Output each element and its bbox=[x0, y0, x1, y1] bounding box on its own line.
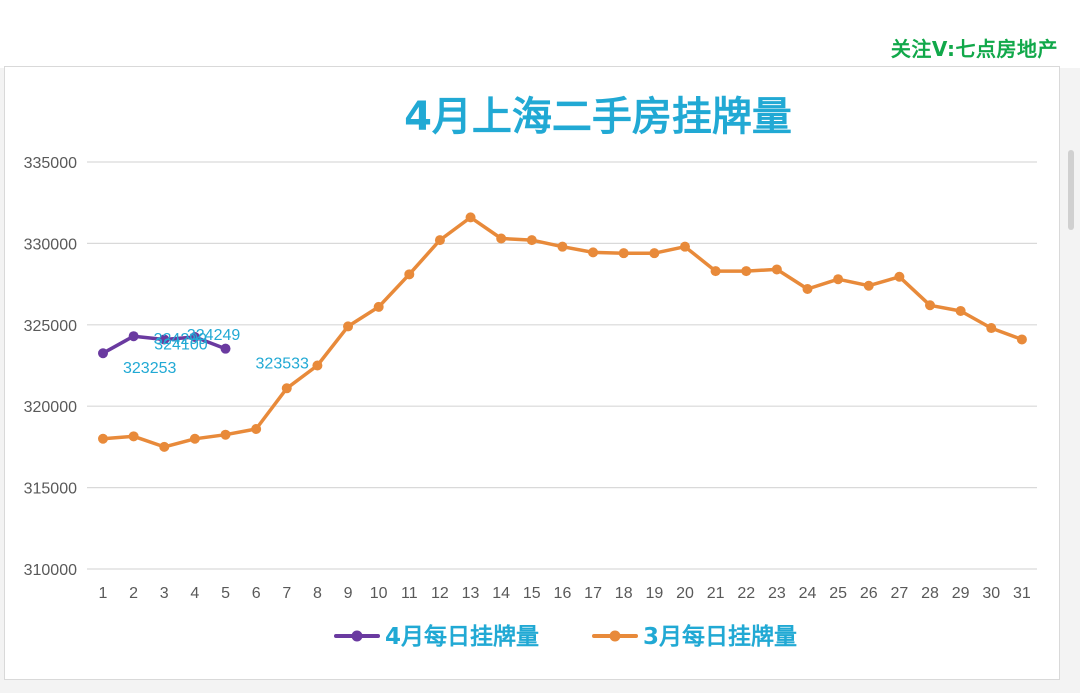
x-tick-label: 18 bbox=[615, 585, 633, 602]
y-tick-label: 325000 bbox=[24, 318, 77, 335]
gridlines bbox=[87, 161, 1037, 570]
scroll-indicator bbox=[1068, 150, 1074, 230]
y-tick-label: 320000 bbox=[24, 399, 77, 416]
x-tick-label: 25 bbox=[829, 585, 847, 602]
data-point bbox=[465, 212, 476, 223]
data-point bbox=[833, 274, 844, 285]
data-point bbox=[618, 248, 629, 259]
legend-label: 4月每日挂牌量 bbox=[385, 623, 539, 650]
data-point bbox=[373, 301, 384, 312]
data-point bbox=[220, 343, 231, 354]
x-tick-label: 4 bbox=[190, 585, 199, 602]
x-tick-label: 1 bbox=[99, 585, 108, 602]
data-point bbox=[312, 360, 323, 371]
x-tick-label: 22 bbox=[737, 585, 755, 602]
y-axis-ticks: 310000 315000 320000 325000 330000 335000 bbox=[24, 155, 77, 579]
x-tick-label: 17 bbox=[584, 585, 602, 602]
x-tick-label: 15 bbox=[523, 585, 541, 602]
data-point bbox=[649, 248, 660, 259]
y-tick-label: 330000 bbox=[24, 236, 77, 253]
data-point bbox=[557, 241, 568, 252]
data-point bbox=[128, 331, 139, 342]
top-strip bbox=[0, 0, 1080, 68]
data-point bbox=[802, 283, 813, 294]
data-point bbox=[679, 241, 690, 252]
data-point bbox=[220, 429, 231, 440]
x-tick-label: 19 bbox=[645, 585, 663, 602]
x-tick-label: 27 bbox=[890, 585, 908, 602]
data-point bbox=[710, 266, 721, 277]
data-point bbox=[496, 233, 507, 244]
data-label: 323533 bbox=[256, 356, 309, 373]
data-point bbox=[1016, 334, 1027, 345]
x-tick-label: 2 bbox=[129, 585, 138, 602]
x-tick-label: 16 bbox=[554, 585, 572, 602]
data-point bbox=[343, 321, 354, 332]
data-point bbox=[986, 323, 997, 334]
y-tick-label: 335000 bbox=[24, 155, 77, 172]
x-tick-label: 31 bbox=[1013, 585, 1031, 602]
x-tick-label: 8 bbox=[313, 585, 322, 602]
chart-title: 4月上海二手房挂牌量 bbox=[404, 94, 792, 140]
x-tick-label: 24 bbox=[799, 585, 817, 602]
x-tick-label: 14 bbox=[492, 585, 510, 602]
data-point bbox=[98, 433, 108, 444]
data-point bbox=[281, 383, 292, 394]
watermark-text: 关注V:七点房地产 bbox=[890, 37, 1058, 61]
data-point bbox=[894, 271, 905, 282]
data-point bbox=[128, 431, 139, 442]
x-tick-label: 5 bbox=[221, 585, 230, 602]
data-point bbox=[925, 300, 936, 311]
x-tick-label: 10 bbox=[370, 585, 388, 602]
data-point bbox=[771, 264, 782, 275]
data-label: 324100 bbox=[154, 336, 207, 353]
data-point bbox=[159, 441, 170, 452]
data-label: 323253 bbox=[123, 360, 176, 377]
x-tick-label: 26 bbox=[860, 585, 878, 602]
x-tick-label: 29 bbox=[952, 585, 970, 602]
x-tick-label: 3 bbox=[160, 585, 169, 602]
legend-label: 3月每日挂牌量 bbox=[643, 623, 797, 650]
x-tick-label: 20 bbox=[676, 585, 694, 602]
data-point bbox=[189, 332, 200, 343]
x-tick-label: 11 bbox=[401, 585, 418, 602]
data-point bbox=[526, 235, 537, 246]
data-point bbox=[863, 280, 874, 291]
legend-marker bbox=[351, 630, 363, 642]
data-point bbox=[98, 348, 108, 359]
data-point bbox=[251, 423, 262, 434]
chart-card bbox=[4, 66, 1060, 680]
legend-marker bbox=[609, 630, 621, 642]
legend: 4月每日挂牌量 3月每日挂牌量 bbox=[334, 623, 797, 650]
x-tick-label: 13 bbox=[462, 585, 480, 602]
data-point bbox=[741, 266, 752, 277]
data-point bbox=[434, 235, 445, 246]
data-label: 324299 bbox=[154, 331, 207, 348]
data-label: 324249 bbox=[187, 327, 240, 344]
x-tick-label: 6 bbox=[252, 585, 261, 602]
x-tick-label: 9 bbox=[344, 585, 353, 602]
x-tick-label: 12 bbox=[431, 585, 449, 602]
y-tick-label: 310000 bbox=[24, 562, 77, 579]
data-point bbox=[404, 269, 415, 280]
data-point bbox=[955, 305, 966, 316]
x-tick-label: 28 bbox=[921, 585, 939, 602]
series-line bbox=[101, 215, 1024, 449]
x-tick-label: 30 bbox=[982, 585, 1000, 602]
data-point bbox=[588, 247, 599, 258]
data-point bbox=[159, 334, 170, 345]
x-tick-label: 7 bbox=[282, 585, 291, 602]
x-tick-label: 23 bbox=[768, 585, 786, 602]
y-tick-label: 315000 bbox=[24, 481, 77, 498]
series-layer bbox=[98, 212, 1027, 452]
x-tick-label: 21 bbox=[707, 585, 725, 602]
data-point bbox=[189, 433, 200, 444]
x-axis-ticks: 1 2 3 4 5 6 7 8 9 10 11 12 13 14 15 16 17 18 19 20 21 22 23 24 2… bbox=[99, 585, 1031, 602]
